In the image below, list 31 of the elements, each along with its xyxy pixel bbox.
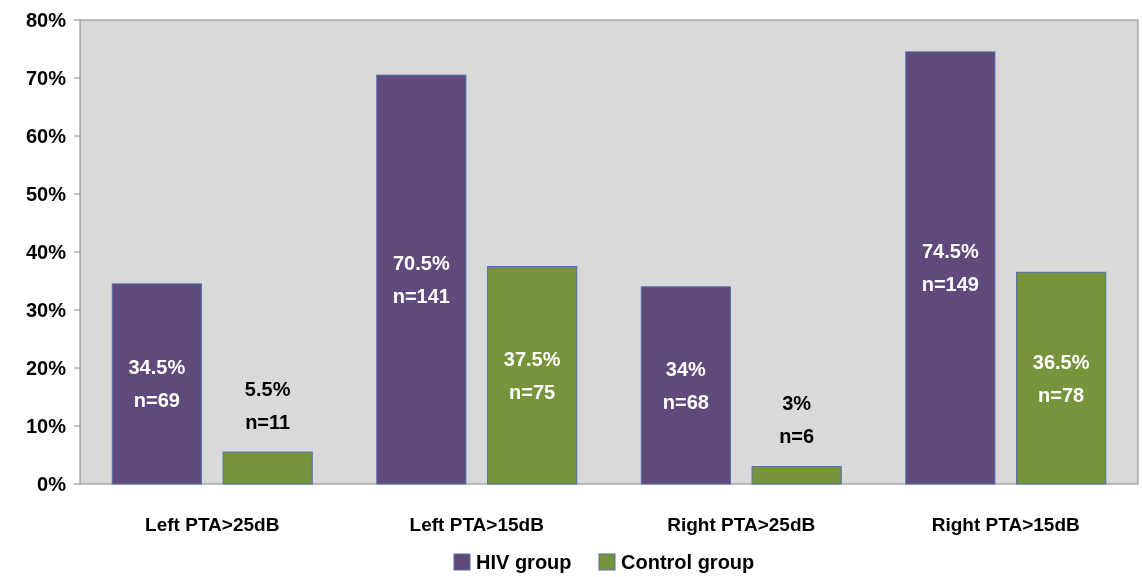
- y-tick-label: 50%: [25, 183, 67, 205]
- x-tick-label: Right PTA>15dB: [931, 514, 1080, 535]
- y-tick-label: 10%: [25, 415, 67, 437]
- y-tick-label: 60%: [25, 125, 67, 147]
- x-tick-label: Left PTA>15dB: [409, 514, 544, 535]
- x-tick-label: Left PTA>25dB: [145, 514, 280, 535]
- data-label: 34.5% n=69: [128, 356, 186, 412]
- bar: [751, 466, 842, 485]
- bar: [111, 283, 202, 485]
- legend-label: Control group: [621, 551, 755, 573]
- data-label: 34% n=68: [662, 357, 709, 413]
- y-tick-label: 40%: [25, 241, 67, 263]
- bar: [487, 266, 578, 485]
- data-label: 3% n=6: [779, 392, 815, 448]
- bar: [1016, 271, 1107, 485]
- bar: [905, 51, 996, 485]
- bar: [640, 286, 731, 485]
- y-tick-label: 70%: [25, 67, 67, 89]
- y-tick-label: 0%: [37, 473, 67, 495]
- data-label: 74.5% n=149: [921, 240, 979, 296]
- data-label: 37.5% n=75: [503, 347, 561, 403]
- legend-label: HIV group: [476, 551, 572, 573]
- x-tick-label: Right PTA>25dB: [667, 514, 816, 535]
- data-label: 70.5% n=141: [392, 252, 450, 308]
- y-tick-label: 80%: [25, 9, 67, 31]
- bar: [222, 451, 313, 485]
- bar: [376, 74, 467, 485]
- y-tick-label: 30%: [25, 299, 67, 321]
- data-label: 5.5% n=11: [244, 377, 291, 433]
- data-label: 36.5% n=78: [1032, 350, 1090, 406]
- y-tick-label: 20%: [25, 357, 67, 379]
